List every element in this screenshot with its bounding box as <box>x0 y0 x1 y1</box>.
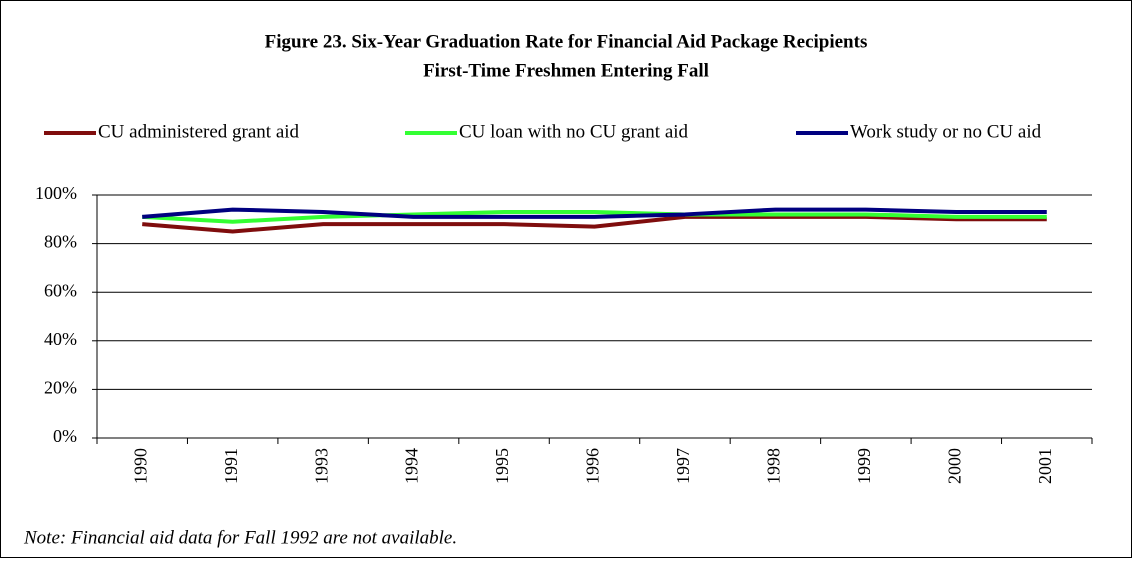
legend-label: CU administered grant aid <box>98 121 300 142</box>
x-tick-label: 2001 <box>1035 448 1055 484</box>
x-tick-label: 1993 <box>311 448 331 484</box>
note: Note: Financial aid data for Fall 1992 a… <box>23 527 457 548</box>
x-tick-label: 1991 <box>221 448 241 484</box>
y-tick-label: 60% <box>44 280 77 300</box>
x-tick-label: 1997 <box>673 448 693 484</box>
legend-label: CU loan with no CU grant aid <box>459 121 689 142</box>
x-tick-label: 1998 <box>764 448 784 484</box>
x-tick-label: 1999 <box>854 448 874 484</box>
series-line <box>142 210 1047 224</box>
legend-label: Work study or no CU aid <box>850 121 1042 142</box>
x-tick-label: 1995 <box>492 448 512 484</box>
chart-subtitle: First-Time Freshmen Entering Fall <box>423 60 709 81</box>
chart-title: Figure 23. Six-Year Graduation Rate for … <box>265 31 868 52</box>
x-tick-label: 1994 <box>402 448 422 484</box>
y-tick-label: 20% <box>44 378 77 398</box>
series-line <box>142 207 1047 219</box>
y-tick-label: 80% <box>44 232 77 252</box>
y-tick-label: 0% <box>53 426 77 446</box>
x-tick-label: 1996 <box>583 448 603 484</box>
series-line <box>142 214 1047 234</box>
x-tick-label: 2000 <box>944 448 964 484</box>
y-tick-label: 100% <box>35 183 77 203</box>
x-tick-label: 1990 <box>130 448 150 484</box>
y-tick-label: 40% <box>44 329 77 349</box>
